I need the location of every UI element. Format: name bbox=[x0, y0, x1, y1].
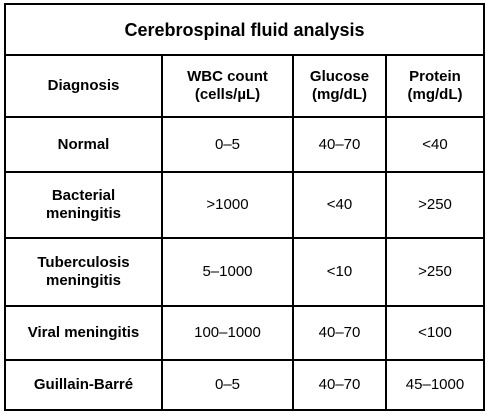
glucose-cell: <40 bbox=[292, 171, 387, 239]
glucose-cell: 40–70 bbox=[292, 305, 387, 361]
table-row: Guillain-Barré 0–5 40–70 45–1000 bbox=[4, 359, 486, 411]
header-protein-unit: (mg/dL) bbox=[407, 86, 463, 103]
header-diagnosis: Diagnosis bbox=[4, 54, 163, 118]
header-glucose: Glucose (mg/dL) bbox=[292, 54, 387, 118]
diagnosis-cell: Guillain-Barré bbox=[4, 359, 163, 411]
wbc-cell: 0–5 bbox=[161, 116, 294, 173]
wbc-cell: >1000 bbox=[161, 171, 294, 239]
protein-cell: >250 bbox=[384, 171, 486, 239]
header-protein-label: Protein bbox=[409, 68, 461, 85]
header-glucose-label: Glucose bbox=[309, 68, 370, 85]
header-wbc-label: WBC count bbox=[187, 68, 268, 85]
wbc-cell: 5–1000 bbox=[161, 237, 294, 307]
wbc-cell: 0–5 bbox=[161, 359, 294, 411]
diagnosis-label-line2: meningitis bbox=[45, 205, 121, 222]
header-wbc: WBC count (cells/µL) bbox=[161, 54, 294, 118]
table-row: Normal 0–5 40–70 <40 bbox=[4, 116, 486, 173]
diagnosis-label: Viral meningitis bbox=[27, 324, 140, 341]
protein-cell: <40 bbox=[384, 116, 486, 173]
protein-cell: >250 bbox=[384, 237, 486, 307]
header-glucose-unit: (mg/dL) bbox=[312, 86, 367, 103]
diagnosis-label: Tuberculosis bbox=[37, 254, 130, 271]
protein-cell: <100 bbox=[384, 305, 486, 361]
header-diagnosis-label: Diagnosis bbox=[47, 77, 120, 94]
table-title: Cerebrospinal fluid analysis bbox=[3, 3, 486, 56]
csf-analysis-table: Cerebrospinal fluid analysis Diagnosis W… bbox=[3, 3, 486, 411]
table-row: Bacterial meningitis >1000 <40 >250 bbox=[4, 171, 486, 239]
glucose-cell: 40–70 bbox=[292, 116, 387, 173]
header-wbc-unit: (cells/µL) bbox=[194, 86, 261, 103]
table-row: Viral meningitis 100–1000 40–70 <100 bbox=[4, 305, 486, 361]
header-row: Diagnosis WBC count (cells/µL) Glucose (… bbox=[4, 54, 486, 118]
diagnosis-label: Normal bbox=[57, 135, 110, 153]
header-protein: Protein (mg/dL) bbox=[384, 54, 486, 118]
diagnosis-label: Guillain-Barré bbox=[33, 376, 134, 393]
wbc-cell: 100–1000 bbox=[161, 305, 294, 361]
diagnosis-cell: Tuberculosis meningitis bbox=[4, 237, 163, 307]
protein-cell: 45–1000 bbox=[384, 359, 486, 411]
diagnosis-cell: Bacterial meningitis bbox=[4, 171, 163, 239]
title-row: Cerebrospinal fluid analysis bbox=[3, 3, 486, 56]
glucose-cell: <10 bbox=[292, 237, 387, 307]
diagnosis-cell: Normal bbox=[4, 116, 163, 173]
glucose-cell: 40–70 bbox=[292, 359, 387, 411]
table-row: Tuberculosis meningitis 5–1000 <10 >250 bbox=[4, 237, 486, 307]
diagnosis-label: Bacterial bbox=[51, 187, 116, 204]
diagnosis-cell: Viral meningitis bbox=[4, 305, 163, 361]
diagnosis-label-line2: meningitis bbox=[45, 272, 121, 289]
